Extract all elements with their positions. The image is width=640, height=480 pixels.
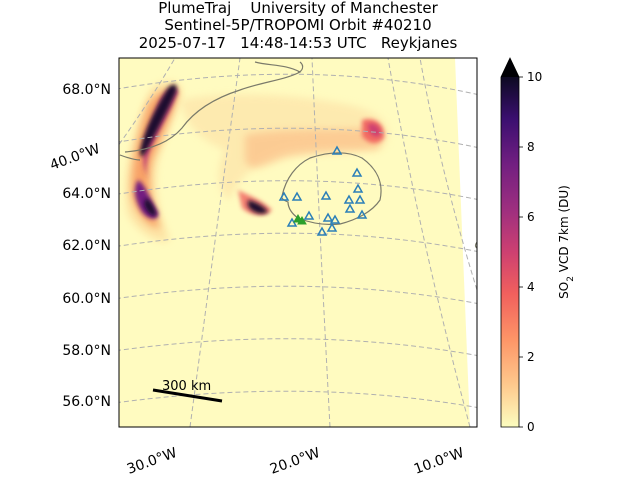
title-line-2: Sentinel-5P/TROPOMI Orbit #40210 xyxy=(164,16,432,34)
lon-label: 10.0°W xyxy=(412,445,466,478)
lat-label: 56.0°N xyxy=(62,394,111,410)
map-content xyxy=(119,58,477,427)
colorbar-label: SO2 VCD 7km (DU) xyxy=(557,185,576,299)
latitude-labels: 68.0°N 64.0°N 62.0°N 60.0°N 58.0°N 56.0°… xyxy=(62,82,111,410)
title-line-3: 2025-07-17 14:48-14:53 UTC Reykjanes xyxy=(138,34,458,52)
coastline xyxy=(119,61,477,249)
satellite-swath xyxy=(119,58,470,427)
volcano-markers xyxy=(293,213,307,225)
so2-plume-west xyxy=(125,81,182,242)
colorbar-gradient xyxy=(501,77,519,427)
colorbar-outline xyxy=(500,57,520,428)
colorbar-tick-label: 6 xyxy=(527,210,535,224)
colorbar-ticks: 0 2 4 6 8 10 xyxy=(519,70,542,434)
so2-plume-east xyxy=(180,94,389,216)
colorbar: 0 2 4 6 8 10 SO2 VCD 7km (DU) xyxy=(500,57,576,434)
map-border xyxy=(118,57,478,428)
lat-label: 60.0°N xyxy=(62,291,111,307)
title-line-1: PlumeTraj University of Manchester xyxy=(158,0,438,17)
lat-label: 64.0°N xyxy=(62,186,111,202)
colorbar-tick-label: 2 xyxy=(527,350,535,364)
colorbar-tick-label: 4 xyxy=(527,280,535,294)
colorbar-tick-label: 0 xyxy=(527,420,535,434)
station-markers xyxy=(278,145,368,236)
colorbar-tick-label: 8 xyxy=(527,140,535,154)
colorbar-extend-arrow xyxy=(501,58,519,77)
lon-label: 40.0°W xyxy=(48,141,102,174)
lat-label: 58.0°N xyxy=(62,343,111,359)
lon-label: 30.0°W xyxy=(125,445,179,478)
lon-label: 20.0°W xyxy=(268,445,322,478)
scale-bar xyxy=(152,388,223,403)
lat-label: 68.0°N xyxy=(62,82,111,98)
scale-bar-label: 300 km xyxy=(162,379,211,394)
colorbar-tick-label: 10 xyxy=(527,70,542,84)
lat-label: 62.0°N xyxy=(62,238,111,254)
